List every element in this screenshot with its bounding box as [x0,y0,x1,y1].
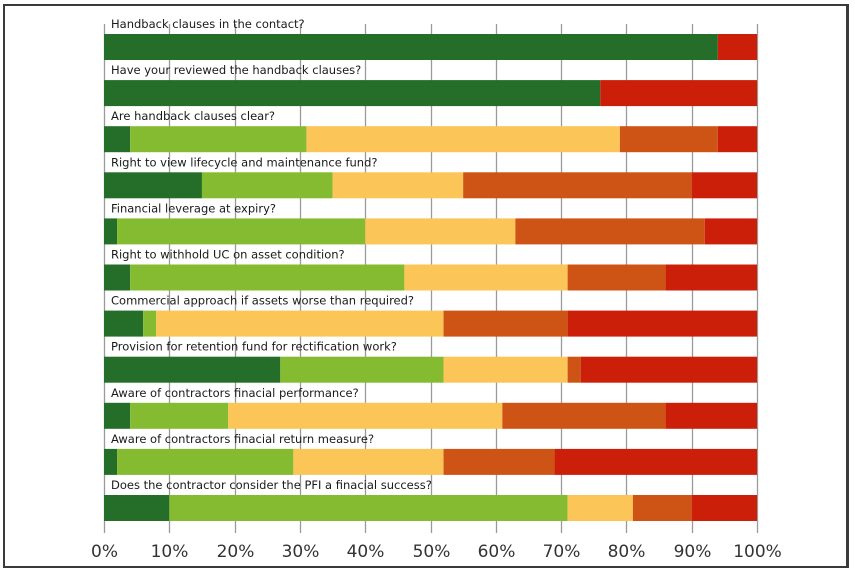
bar-segment-series-2 [169,495,568,521]
category-label: Right to withhold UC on asset condition? [111,248,345,262]
bar-segment-series-4 [463,172,692,199]
bar-segment-series-1 [104,495,170,521]
bar-segment-series-4 [443,448,555,475]
bar-segment-series-2 [130,402,229,429]
bar-segment-series-2 [117,218,366,245]
bar-segment-series-3 [228,402,503,429]
bar-segment-series-4 [567,264,666,291]
bar-segment-series-5 [704,218,757,245]
x-axis: 0% 10% 20% 30% 40% 50% 60% 70% 80% 90% 100% [91,542,782,562]
bar-segment-series-1 [104,310,144,337]
bar-segment-series-2 [143,310,157,337]
bar-segment-series-5 [691,172,757,199]
bar-segment-series-3 [293,448,444,475]
bar-segment-series-5 [567,310,757,337]
category-label: Are handback clauses clear? [111,109,275,123]
category-label: Handback clauses in the contact? [111,17,305,31]
category-label: Have your reviewed the handback clauses? [111,63,361,77]
bar-segment-series-1 [104,172,202,199]
bar-segment-series-2 [130,126,307,153]
bars [104,34,757,521]
bar-segment-series-1 [104,402,131,429]
x-tick-label: 20% [217,542,255,562]
bar-segment-series-5 [580,356,757,383]
bar-segment-series-5 [691,495,757,521]
bar-segment-series-1 [104,126,131,153]
bar-segment-series-1 [104,80,601,107]
x-tick-label: 90% [674,542,712,562]
chart-frame [3,4,849,568]
bar-segment-series-1 [104,218,118,245]
x-tick-label: 10% [151,542,189,562]
category-label: Financial leverage at expiry? [111,201,276,215]
category-label: Commercial approach if assets worse than… [111,294,414,308]
bar-segment-series-5 [665,402,757,429]
x-tick-label: 30% [282,542,320,562]
x-tick-label: 100% [733,542,782,562]
bar-segment-series-1 [104,356,281,383]
bar-segment-series-2 [130,264,405,291]
bar-segment-series-4 [443,310,568,337]
bar-segment-series-2 [117,448,294,475]
category-label: Aware of contractors finacial performanc… [111,386,359,400]
bar-segment-series-3 [443,356,568,383]
bar-segment-series-3 [365,218,516,245]
x-tick-label: 80% [608,542,646,562]
bar-segment-series-3 [156,310,444,337]
bar-segment-series-5 [717,126,757,153]
x-tick-label: 40% [347,542,385,562]
bar-segment-series-1 [104,34,718,60]
category-label: Aware of contractors finacial return mea… [111,432,374,446]
x-tick-label: 70% [543,542,581,562]
category-label: Does the contractor consider the PFI a f… [111,478,432,492]
bar-segment-series-4 [619,126,718,153]
bar-segment-series-3 [306,126,620,153]
category-labels: Handback clauses in the contact? Have you… [111,17,432,492]
bar-segment-series-3 [567,495,633,521]
bar-segment-series-5 [717,34,757,60]
x-tick-label: 60% [478,542,516,562]
bar-segment-series-3 [404,264,568,291]
bar-segment-series-1 [104,448,118,475]
category-label: Provision for retention fund for rectifi… [111,340,397,354]
x-tick-label: 50% [413,542,451,562]
bar-segment-series-4 [632,495,692,521]
bar-segment-series-4 [502,402,666,429]
bar-segment-series-2 [280,356,444,383]
bar-segment-series-5 [665,264,757,291]
bar-segment-series-5 [554,448,757,475]
bar-segment-series-3 [332,172,464,199]
category-label: Right to view lifecycle and maintenance … [111,155,377,169]
bar-segment-series-4 [567,356,581,383]
bar-segment-series-5 [600,80,757,107]
bar-segment-series-1 [104,264,131,291]
x-tick-label: 0% [91,542,118,562]
bar-segment-series-2 [201,172,333,199]
bar-segment-series-4 [515,218,705,245]
